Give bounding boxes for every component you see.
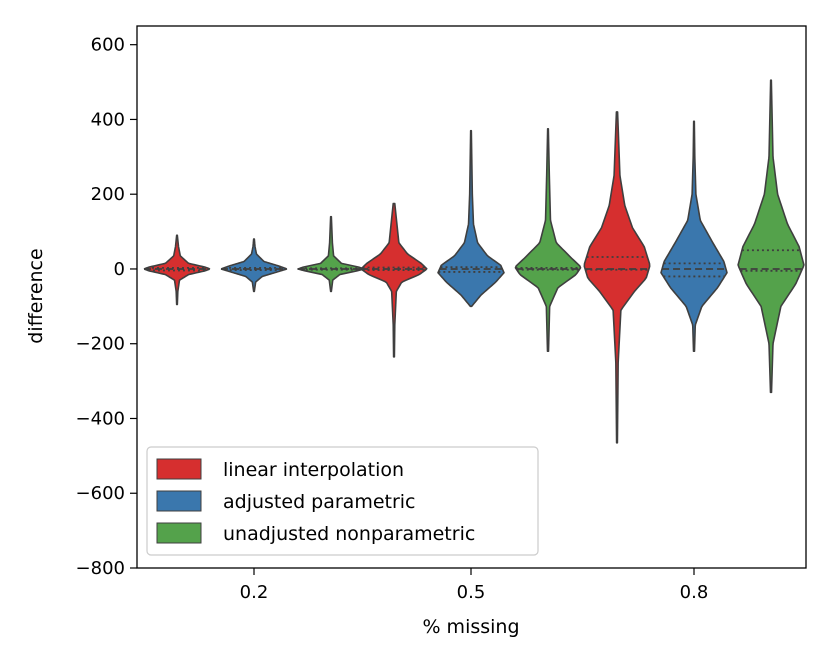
y-tick-label: 600 <box>91 35 125 56</box>
legend-label: adjusted parametric <box>223 491 416 513</box>
y-tick-label: −800 <box>76 558 125 579</box>
violin-body <box>297 215 365 293</box>
legend: linear interpolation adjusted parametric u… <box>146 446 539 556</box>
y-tick-label: 400 <box>91 109 125 130</box>
x-tick-label: 0.8 <box>680 582 709 603</box>
violin-body <box>514 127 582 352</box>
violin-body <box>660 120 728 352</box>
x-tick-label: 0.2 <box>240 582 269 603</box>
y-tick-label: −600 <box>76 483 125 504</box>
y-tick-label: −200 <box>76 334 125 355</box>
y-tick-label: 200 <box>91 184 125 205</box>
violin-body <box>737 79 805 394</box>
x-axis: 0.2 0.5 0.8 <box>240 568 709 603</box>
violin-body <box>360 202 428 358</box>
legend-swatch <box>156 490 202 512</box>
violin-body <box>583 111 651 444</box>
violin-body <box>143 234 211 306</box>
violins-layer <box>143 79 805 444</box>
legend-swatch <box>156 458 202 480</box>
x-axis-label: % missing <box>422 616 519 638</box>
legend-label: linear interpolation <box>223 459 404 481</box>
violin-body <box>437 129 505 308</box>
y-tick-label: 0 <box>114 259 125 280</box>
legend-swatch <box>156 522 202 544</box>
y-axis-label: difference <box>25 248 47 343</box>
legend-box <box>146 446 539 556</box>
y-tick-label: −400 <box>76 408 125 429</box>
violin-body <box>220 238 288 293</box>
y-axis: −800 −600 −400 −200 0 200 400 600 <box>76 35 137 579</box>
legend-label: unadjusted nonparametric <box>223 523 475 545</box>
x-tick-label: 0.5 <box>457 582 486 603</box>
